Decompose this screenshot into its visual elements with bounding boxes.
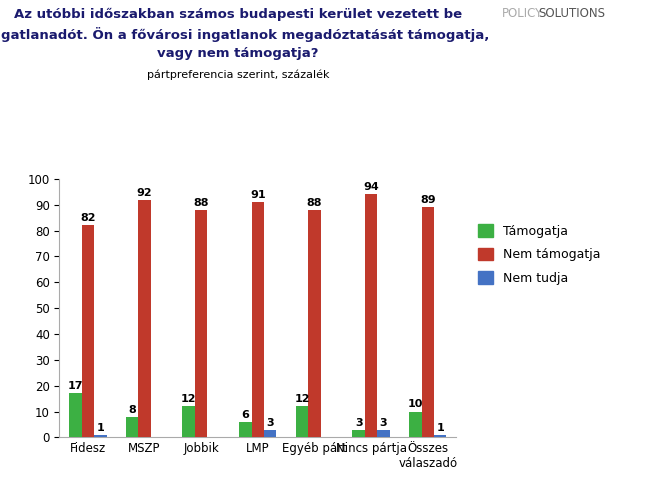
- Text: vagy nem támogatja?: vagy nem támogatja?: [157, 47, 319, 60]
- Bar: [126, 416, 138, 437]
- Text: 88: 88: [307, 198, 322, 208]
- Text: ingatlanadót. Ön a fővárosi ingatlanok megadóztatását támogatja,: ingatlanadót. Ön a fővárosi ingatlanok m…: [0, 27, 489, 42]
- Text: 3: 3: [266, 417, 274, 427]
- Text: 94: 94: [364, 182, 379, 192]
- Bar: [295, 407, 308, 437]
- Bar: [252, 202, 264, 437]
- Text: 3: 3: [380, 417, 387, 427]
- Bar: [69, 394, 81, 437]
- Bar: [365, 194, 377, 437]
- Text: 17: 17: [67, 381, 83, 391]
- Bar: [377, 429, 390, 437]
- Text: 12: 12: [181, 394, 196, 404]
- Text: POLICY: POLICY: [502, 7, 543, 20]
- Text: SOLUTIONS: SOLUTIONS: [539, 7, 605, 20]
- Text: pártpreferencia szerint, százalék: pártpreferencia szerint, százalék: [147, 70, 329, 80]
- Bar: [81, 226, 94, 437]
- Text: 6: 6: [241, 410, 249, 420]
- Bar: [434, 435, 446, 437]
- Text: 88: 88: [194, 198, 209, 208]
- Bar: [138, 200, 151, 437]
- Text: 89: 89: [420, 195, 436, 205]
- Text: 91: 91: [250, 190, 266, 200]
- Text: 12: 12: [294, 394, 310, 404]
- Text: 1: 1: [97, 423, 104, 433]
- Bar: [352, 429, 365, 437]
- Bar: [182, 407, 195, 437]
- Text: 92: 92: [137, 187, 152, 197]
- Bar: [195, 210, 208, 437]
- Text: 82: 82: [80, 213, 96, 223]
- Text: 3: 3: [355, 417, 362, 427]
- Text: 1: 1: [436, 423, 444, 433]
- Bar: [308, 210, 321, 437]
- Text: 8: 8: [128, 405, 136, 414]
- Bar: [239, 422, 252, 437]
- Bar: [94, 435, 106, 437]
- Text: Az utóbbi időszakban számos budapesti kerület vezetett be: Az utóbbi időszakban számos budapesti ke…: [14, 7, 462, 20]
- Bar: [422, 207, 434, 437]
- Legend: Támogatja, Nem támogatja, Nem tudja: Támogatja, Nem támogatja, Nem tudja: [478, 224, 601, 285]
- Bar: [409, 412, 422, 437]
- Bar: [264, 429, 276, 437]
- Text: 10: 10: [408, 400, 423, 410]
